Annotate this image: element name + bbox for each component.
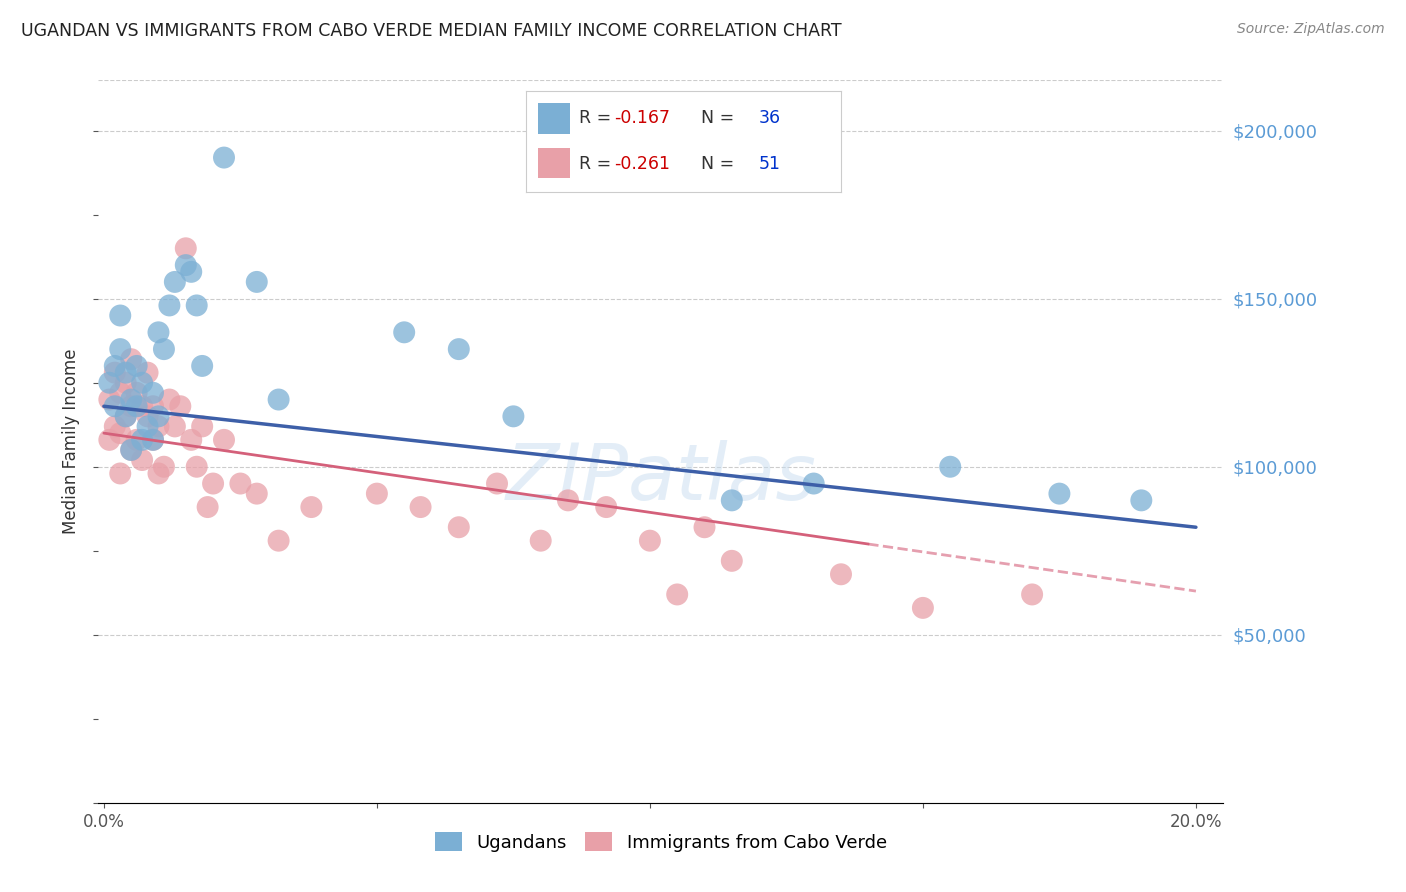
Point bbox=[246, 486, 269, 500]
Point bbox=[409, 500, 432, 514]
Point bbox=[191, 359, 214, 373]
Point bbox=[142, 433, 165, 447]
Point bbox=[153, 342, 176, 356]
Point bbox=[1130, 493, 1153, 508]
Point bbox=[125, 359, 148, 373]
Point bbox=[180, 433, 202, 447]
Point bbox=[366, 486, 388, 500]
Point bbox=[1021, 587, 1043, 601]
Point bbox=[169, 399, 191, 413]
Point bbox=[110, 426, 132, 441]
Point bbox=[104, 419, 127, 434]
Point bbox=[125, 385, 148, 400]
Point bbox=[104, 366, 127, 380]
Point bbox=[120, 442, 142, 457]
Point bbox=[212, 151, 235, 165]
Point bbox=[131, 453, 153, 467]
Point bbox=[212, 433, 235, 447]
Point bbox=[142, 399, 165, 413]
Text: UGANDAN VS IMMIGRANTS FROM CABO VERDE MEDIAN FAMILY INCOME CORRELATION CHART: UGANDAN VS IMMIGRANTS FROM CABO VERDE ME… bbox=[21, 22, 842, 40]
Point bbox=[110, 467, 132, 481]
Point bbox=[229, 476, 252, 491]
Point bbox=[693, 520, 716, 534]
Point bbox=[142, 433, 165, 447]
Point bbox=[142, 385, 165, 400]
Point bbox=[191, 419, 214, 434]
Legend: Ugandans, Immigrants from Cabo Verde: Ugandans, Immigrants from Cabo Verde bbox=[427, 825, 894, 859]
Point bbox=[720, 493, 742, 508]
Point bbox=[120, 352, 142, 367]
Point bbox=[120, 399, 142, 413]
Point bbox=[163, 275, 186, 289]
Point bbox=[939, 459, 962, 474]
Point bbox=[157, 298, 180, 312]
Point bbox=[803, 476, 825, 491]
Point bbox=[110, 342, 132, 356]
Point bbox=[114, 409, 136, 424]
Point bbox=[720, 554, 742, 568]
Point bbox=[125, 399, 148, 413]
Point bbox=[136, 366, 159, 380]
Point bbox=[163, 419, 186, 434]
Point bbox=[186, 459, 208, 474]
Point bbox=[1047, 486, 1070, 500]
Point bbox=[148, 326, 170, 340]
Point bbox=[246, 275, 269, 289]
Point bbox=[202, 476, 225, 491]
Point bbox=[120, 392, 142, 407]
Point bbox=[131, 433, 153, 447]
Point bbox=[98, 433, 121, 447]
Point bbox=[299, 500, 322, 514]
Point bbox=[131, 399, 153, 413]
Point bbox=[114, 366, 136, 380]
Point bbox=[267, 533, 290, 548]
Text: Source: ZipAtlas.com: Source: ZipAtlas.com bbox=[1237, 22, 1385, 37]
Point bbox=[148, 409, 170, 424]
Point bbox=[131, 376, 153, 390]
Point bbox=[485, 476, 508, 491]
Point bbox=[595, 500, 617, 514]
Point bbox=[114, 376, 136, 390]
Point bbox=[125, 433, 148, 447]
Point bbox=[136, 409, 159, 424]
Point bbox=[502, 409, 524, 424]
Point bbox=[148, 467, 170, 481]
Point bbox=[104, 399, 127, 413]
Point bbox=[153, 459, 176, 474]
Y-axis label: Median Family Income: Median Family Income bbox=[62, 349, 80, 534]
Point bbox=[110, 385, 132, 400]
Point bbox=[638, 533, 661, 548]
Point bbox=[114, 409, 136, 424]
Point bbox=[110, 309, 132, 323]
Point bbox=[392, 326, 415, 340]
Point bbox=[104, 359, 127, 373]
Point bbox=[830, 567, 852, 582]
Point bbox=[120, 442, 142, 457]
Point bbox=[666, 587, 689, 601]
Point bbox=[174, 241, 197, 255]
Point bbox=[267, 392, 290, 407]
Point bbox=[157, 392, 180, 407]
Point bbox=[180, 265, 202, 279]
Text: ZIPatlas: ZIPatlas bbox=[505, 440, 817, 516]
Point bbox=[911, 600, 934, 615]
Point bbox=[530, 533, 553, 548]
Point bbox=[98, 392, 121, 407]
Point bbox=[148, 419, 170, 434]
Point bbox=[447, 342, 470, 356]
Point bbox=[98, 376, 121, 390]
Point bbox=[197, 500, 219, 514]
Point bbox=[174, 258, 197, 272]
Point bbox=[447, 520, 470, 534]
Point bbox=[136, 419, 159, 434]
Point bbox=[186, 298, 208, 312]
Point bbox=[557, 493, 579, 508]
